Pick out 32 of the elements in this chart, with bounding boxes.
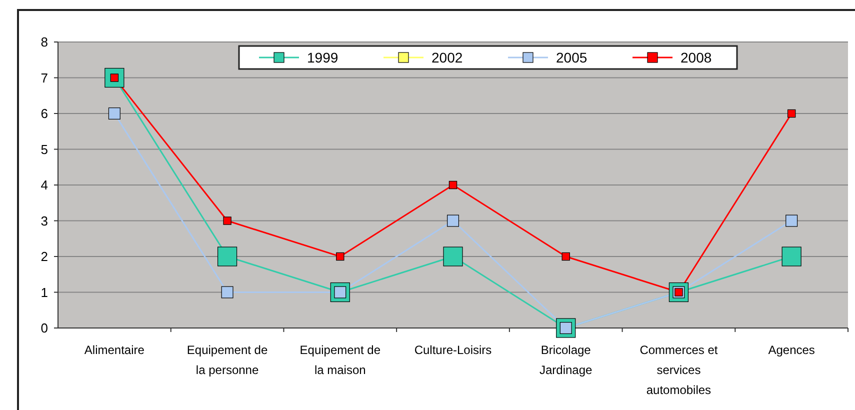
x-tick-label: Agences (768, 343, 815, 357)
y-tick-label: 1 (40, 284, 48, 300)
point (336, 252, 344, 261)
legend-label: 2002 (432, 49, 463, 66)
y-tick-label: 3 (40, 213, 48, 228)
point (787, 109, 796, 118)
point (217, 246, 238, 266)
point (221, 286, 234, 298)
point (447, 214, 459, 227)
x-tick-label: Commerces et services automobiles (640, 343, 718, 397)
y-tick-label: 2 (40, 249, 48, 264)
y-tick-label: 4 (40, 178, 48, 193)
x-tick-label: Equipement de la personne (186, 343, 268, 377)
x-tick-label: Culture-Loisirs (414, 343, 492, 357)
y-tick-label: 6 (40, 106, 48, 122)
legend-label: 2008 (680, 49, 712, 66)
x-tick-label: Equipement de la maison (300, 343, 381, 377)
y-tick-label: 8 (40, 34, 48, 50)
point (562, 252, 570, 261)
y-tick-label: 5 (40, 142, 48, 157)
point (108, 108, 120, 120)
point (782, 246, 802, 266)
legend-label: 2005 (556, 49, 588, 66)
y-tick-label: 7 (40, 70, 48, 86)
point (786, 214, 798, 227)
point (448, 180, 458, 190)
legend-label: 1999 (307, 49, 338, 66)
point (223, 216, 232, 225)
y-tick-label: 0 (40, 320, 48, 336)
x-tick-label: Bricolage Jardinage (540, 343, 593, 377)
x-tick-label: Alimentaire (84, 343, 145, 357)
point (443, 246, 463, 266)
